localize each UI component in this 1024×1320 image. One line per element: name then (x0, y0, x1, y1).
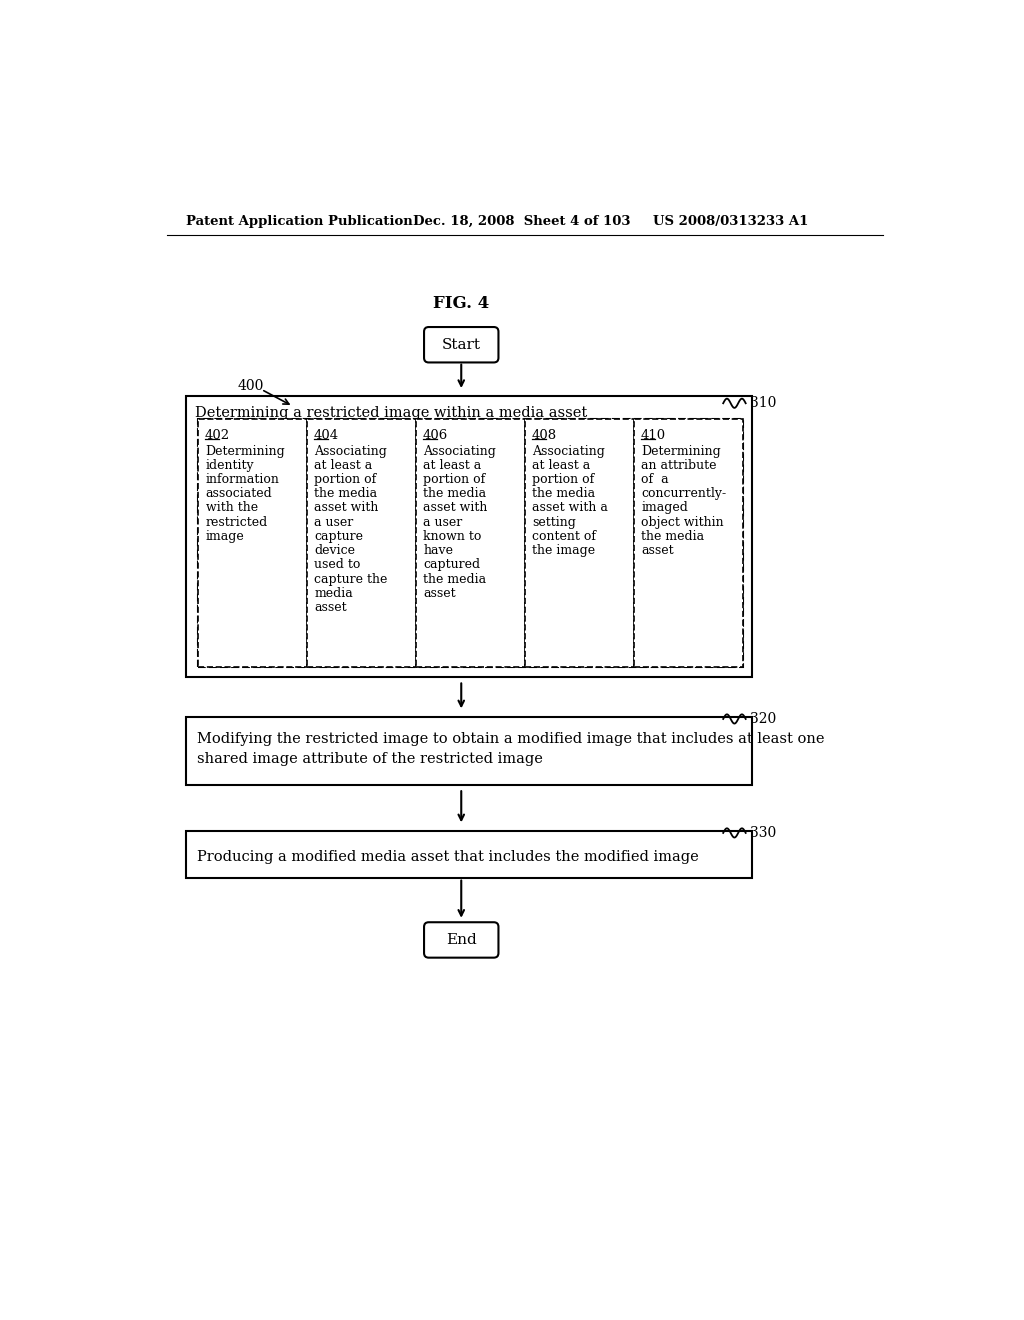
Text: used to: used to (314, 558, 360, 572)
Text: 410: 410 (641, 429, 666, 442)
Text: the media: the media (424, 573, 486, 586)
Text: Patent Application Publication: Patent Application Publication (186, 215, 413, 228)
Text: information: information (206, 473, 280, 486)
Text: the media: the media (424, 487, 486, 500)
Text: capture: capture (314, 529, 364, 543)
Bar (416, 418, 524, 667)
Text: asset: asset (641, 544, 674, 557)
Text: of  a: of a (641, 473, 669, 486)
Text: asset with a: asset with a (532, 502, 608, 515)
Text: 400: 400 (238, 379, 264, 392)
Text: restricted: restricted (206, 516, 267, 529)
Text: at least a: at least a (532, 459, 591, 471)
Text: known to: known to (424, 529, 482, 543)
Text: a user: a user (314, 516, 353, 529)
Text: setting: setting (532, 516, 577, 529)
Bar (198, 418, 307, 667)
Text: 408: 408 (531, 429, 557, 442)
Text: Determining a restricted image within a media asset: Determining a restricted image within a … (196, 405, 588, 420)
Text: media: media (314, 587, 353, 601)
Text: Modifying the restricted image to obtain a modified image that includes at least: Modifying the restricted image to obtain… (197, 733, 824, 746)
Text: associated: associated (206, 487, 272, 500)
Bar (634, 418, 742, 667)
Text: Determining: Determining (206, 445, 286, 458)
Text: content of: content of (532, 529, 596, 543)
Text: the media: the media (532, 487, 596, 500)
Bar (186, 718, 752, 785)
Text: asset with: asset with (424, 502, 487, 515)
Text: imaged: imaged (641, 502, 688, 515)
Text: the media: the media (641, 529, 705, 543)
Text: portion of: portion of (424, 473, 485, 486)
Text: End: End (445, 933, 476, 946)
Text: a user: a user (424, 516, 463, 529)
Text: Associating: Associating (532, 445, 605, 458)
Text: 310: 310 (751, 396, 776, 411)
Text: 320: 320 (751, 711, 776, 726)
Text: with the: with the (206, 502, 258, 515)
Bar (198, 418, 742, 667)
Text: Dec. 18, 2008  Sheet 4 of 103: Dec. 18, 2008 Sheet 4 of 103 (414, 215, 631, 228)
Text: at least a: at least a (424, 459, 481, 471)
Text: US 2008/0313233 A1: US 2008/0313233 A1 (653, 215, 809, 228)
Text: device: device (314, 544, 355, 557)
Text: asset: asset (424, 587, 456, 601)
Bar (186, 832, 752, 878)
Text: 402: 402 (205, 429, 229, 442)
Text: the media: the media (314, 487, 378, 500)
Bar (524, 418, 634, 667)
Text: portion of: portion of (532, 473, 595, 486)
Text: 330: 330 (751, 826, 776, 840)
Text: concurrently-: concurrently- (641, 487, 726, 500)
Text: have: have (424, 544, 454, 557)
FancyBboxPatch shape (424, 923, 499, 958)
Text: asset with: asset with (314, 502, 379, 515)
Text: Associating: Associating (314, 445, 387, 458)
Text: captured: captured (424, 558, 480, 572)
Text: Producing a modified media asset that includes the modified image: Producing a modified media asset that in… (197, 850, 698, 863)
Text: identity: identity (206, 459, 254, 471)
Text: Determining: Determining (641, 445, 721, 458)
Text: capture the: capture the (314, 573, 388, 586)
Text: FIG. 4: FIG. 4 (433, 294, 489, 312)
FancyBboxPatch shape (424, 327, 499, 363)
Text: shared image attribute of the restricted image: shared image attribute of the restricted… (197, 752, 543, 766)
Text: at least a: at least a (314, 459, 373, 471)
Text: object within: object within (641, 516, 724, 529)
Text: 404: 404 (313, 429, 339, 442)
Text: portion of: portion of (314, 473, 377, 486)
Text: the image: the image (532, 544, 596, 557)
Text: 406: 406 (423, 429, 447, 442)
Text: Associating: Associating (424, 445, 497, 458)
Text: asset: asset (314, 601, 347, 614)
Text: an attribute: an attribute (641, 459, 717, 471)
Text: Start: Start (441, 338, 480, 351)
Bar (186, 396, 752, 677)
Bar (307, 418, 416, 667)
Text: image: image (206, 529, 245, 543)
